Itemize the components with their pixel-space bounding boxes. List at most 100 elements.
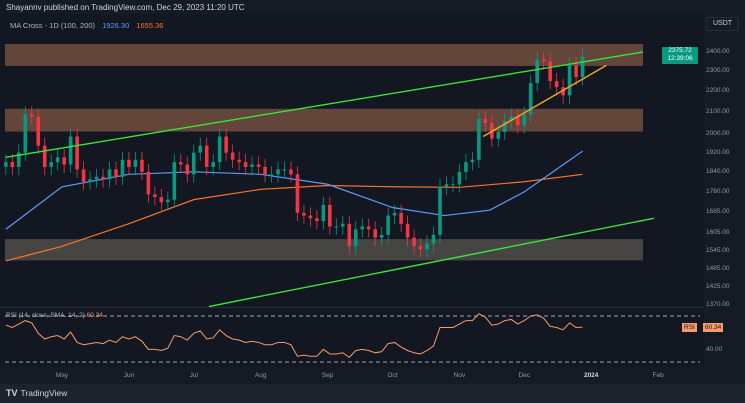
candle-body — [483, 118, 488, 124]
candle-body — [289, 169, 293, 175]
rsi-pane — [0, 308, 704, 366]
price-tick: 2200.00 — [706, 87, 730, 95]
candle-body — [366, 226, 371, 230]
rsi-legend-value: 60.34 — [86, 312, 103, 319]
ascending-support-line — [482, 64, 607, 138]
price-tick: 1840.00 — [706, 167, 730, 175]
candle-body — [179, 162, 183, 165]
price-tick: 1370.00 — [706, 300, 730, 308]
candle-body — [42, 145, 47, 167]
rsi-line — [5, 313, 583, 359]
candle-body — [269, 174, 274, 176]
candle-body — [438, 186, 442, 235]
candle-body — [282, 169, 287, 171]
time-tick: Jul — [189, 372, 198, 379]
price-tick: 1545.00 — [706, 246, 730, 254]
candle-body — [308, 215, 313, 219]
candle-body — [243, 162, 248, 167]
candle-body — [328, 204, 332, 227]
price-tick: 1485.00 — [706, 264, 730, 272]
candle-body — [386, 215, 390, 235]
rsi-legend[interactable]: RSI (14, close, SMA, 14, 2) 60.34 — [6, 312, 103, 319]
candle-body — [373, 229, 377, 238]
candle-body — [114, 169, 118, 177]
candle-body — [444, 184, 449, 187]
ma100-value: 1926.30 — [102, 21, 130, 30]
candle-body — [191, 152, 196, 175]
candle-body — [399, 212, 403, 224]
candle-body — [276, 169, 280, 175]
candle-body — [392, 212, 397, 216]
candle-body — [574, 65, 578, 78]
candle-body — [302, 212, 306, 216]
tradingview-logo[interactable]: TV TradingView — [6, 388, 67, 398]
currency-button[interactable]: USDT — [706, 17, 739, 31]
price-tick: 1920.00 — [706, 148, 730, 156]
candle-body — [127, 159, 131, 167]
candle-body — [347, 223, 352, 247]
candle-body — [412, 237, 416, 247]
candle-body — [256, 164, 261, 167]
channel-trendline — [208, 217, 654, 308]
candle-body — [515, 116, 520, 126]
candle-body — [561, 87, 565, 96]
candle-body — [315, 218, 319, 221]
candle-body — [198, 145, 203, 153]
candle-body — [153, 194, 157, 198]
price-tick: 2100.00 — [706, 108, 730, 116]
ma-legend-title[interactable]: MA Cross - 1D (100, 200) — [10, 21, 96, 30]
zone-resistance — [5, 43, 643, 66]
candle-body — [4, 162, 8, 167]
price-tick: 2000.00 — [706, 130, 730, 138]
time-tick: Sep — [321, 372, 334, 379]
candle-body — [75, 136, 79, 170]
candle-body — [341, 223, 345, 227]
candle-body — [541, 59, 546, 62]
tradingview-brand: TradingView — [20, 388, 68, 398]
time-tick: Dec — [518, 372, 531, 379]
price-tick: 2300.00 — [706, 67, 730, 75]
candle-body — [457, 171, 462, 185]
candle-body — [204, 145, 209, 167]
candle-body — [81, 169, 86, 182]
rsi-legend-title: RSI (14, close, SMA, 14, 2) — [6, 312, 85, 319]
candle-body — [23, 114, 28, 153]
candle-body — [211, 162, 215, 167]
price-tick: 1760.00 — [706, 187, 730, 195]
candle-body — [88, 179, 92, 182]
last-price-label: 2375.72 12:39:06 — [662, 47, 698, 64]
candle-body — [535, 59, 539, 84]
rsi-tag: RSI — [682, 323, 697, 332]
candle-body — [224, 136, 228, 153]
ma200-line — [5, 173, 583, 262]
candle-body — [230, 152, 235, 160]
candle-body — [477, 118, 481, 160]
candle-body — [101, 176, 105, 180]
rsi-tick: 40.00 — [706, 346, 723, 353]
last-price: 2375.72 — [668, 47, 692, 54]
candle-body — [68, 136, 73, 165]
candle-body — [133, 159, 138, 167]
price-tick: 1605.00 — [706, 229, 730, 237]
candle-body — [464, 162, 468, 172]
footer-bar — [0, 384, 745, 403]
candle-body — [405, 223, 410, 238]
time-tick: Oct — [387, 372, 398, 379]
candle-body — [172, 162, 177, 200]
candle-body — [418, 246, 423, 250]
candle-body — [379, 234, 384, 238]
channel-trendline — [5, 51, 644, 159]
candle-body — [146, 171, 151, 195]
candle-body — [49, 162, 53, 167]
candle-body — [528, 83, 533, 115]
candle-body — [94, 176, 99, 180]
tradingview-logo-icon: TV — [6, 388, 18, 398]
time-tick: Jun — [123, 372, 135, 379]
candle-body — [29, 114, 34, 117]
price-tick: 1425.00 — [706, 283, 730, 291]
candle-body — [451, 184, 455, 186]
candle-body — [470, 159, 475, 163]
ma200-value: 1655.36 — [136, 21, 164, 30]
